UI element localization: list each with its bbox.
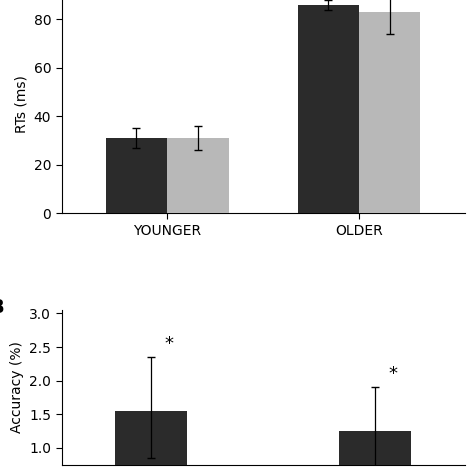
Bar [298,5,359,213]
Y-axis label: Accuracy (%): Accuracy (%) [9,341,24,433]
Text: *: * [164,335,173,353]
Bar [115,411,187,474]
Text: B: B [0,298,4,317]
Bar [106,138,167,213]
Bar [339,431,411,474]
Y-axis label: RTs (ms): RTs (ms) [14,75,28,133]
Text: *: * [388,365,397,383]
Bar [359,12,420,213]
Bar [167,138,228,213]
